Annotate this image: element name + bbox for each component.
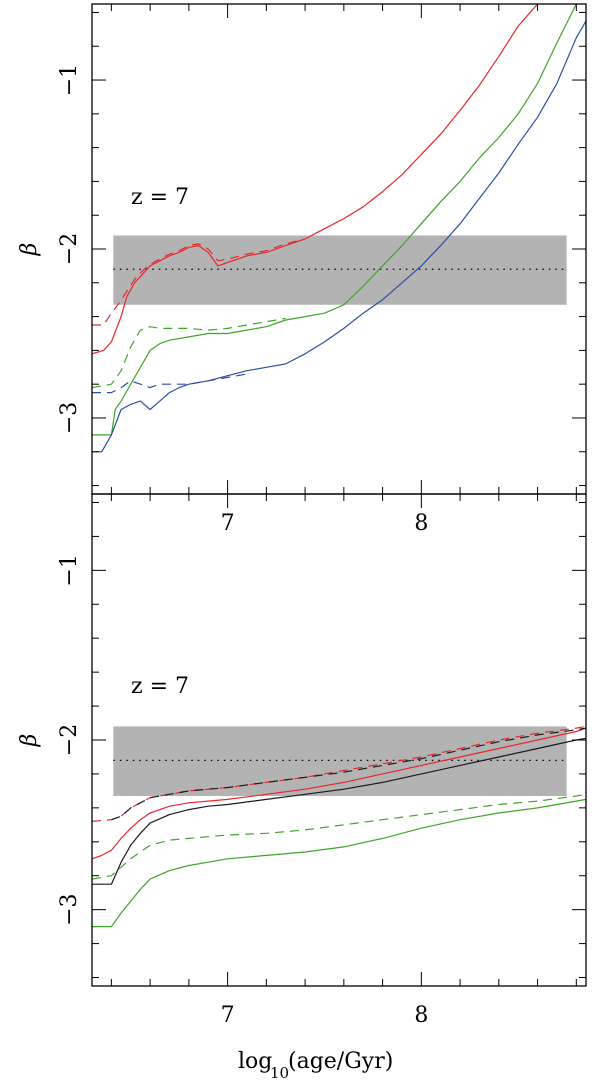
x-tick-label: 8 [414,511,428,536]
series-line-0 [92,4,539,355]
x-tick-label: 7 [221,511,235,536]
x-axis-label-subscript: 10 [270,1064,289,1082]
redshift-annotation: z = 7 [131,674,189,699]
top-panel: 7 8 −1 −2 −3 β z = 7 [17,3,587,536]
x-tick-label: 8 [414,1003,428,1028]
y-axis-label: β [17,734,42,748]
y-tick-label: −3 [57,402,82,434]
x-axis-label-main: log [238,1049,272,1074]
series-line-4 [92,798,586,928]
y-tick-label: −2 [57,724,82,756]
y-tick-label: −1 [57,64,82,96]
series-line-2 [92,737,586,885]
y-tick-label: −3 [57,893,82,925]
series-group [92,725,586,928]
series-line-1 [92,725,586,822]
series-line-0 [92,727,586,860]
series-line-5 [92,373,248,394]
series-line-3 [92,317,286,389]
series-line-3 [111,727,586,821]
observed-beta-band [113,235,567,305]
series-line-2 [92,4,577,436]
series-group [92,4,586,453]
series-line-4 [92,20,586,453]
redshift-annotation: z = 7 [131,185,189,210]
series-line-5 [92,793,586,880]
observed-beta-band [113,726,567,796]
x-axis-label: log 10 (age/Gyr) [238,1049,393,1082]
y-axis-label: β [17,243,42,257]
y-tick-label: −1 [57,554,82,586]
x-tick-label: 7 [221,1003,235,1028]
bottom-panel: 7 8 −1 −2 −3 β z = 7 [17,493,587,1028]
x-axis-label-rest: (age/Gyr) [288,1049,393,1074]
y-tick-label: −2 [57,233,82,265]
